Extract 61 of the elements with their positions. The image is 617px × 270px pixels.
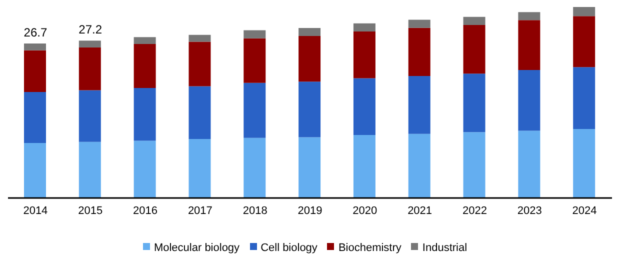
bar bbox=[188, 42, 211, 86]
bar bbox=[24, 142, 46, 198]
bar bbox=[134, 44, 156, 88]
bar bbox=[408, 28, 430, 76]
x-tick-label: 2017 bbox=[188, 204, 212, 217]
legend-label: Cell biology bbox=[260, 242, 318, 254]
x-tick-label: 2019 bbox=[298, 204, 322, 217]
bar bbox=[463, 16, 486, 25]
bar bbox=[24, 50, 46, 92]
x-tick-label: 2015 bbox=[78, 204, 103, 217]
bar bbox=[408, 76, 430, 134]
bar bbox=[188, 138, 211, 198]
bar bbox=[353, 23, 376, 32]
bar bbox=[353, 134, 376, 198]
bar bbox=[518, 20, 540, 70]
x-tick-label: 2024 bbox=[572, 204, 597, 217]
bar bbox=[573, 67, 596, 130]
legend-label: Biochemistry bbox=[338, 242, 402, 254]
bar bbox=[298, 28, 321, 36]
x-tick-label: 2016 bbox=[133, 204, 158, 217]
bar bbox=[78, 40, 101, 48]
bar bbox=[244, 30, 266, 38]
bar bbox=[518, 12, 540, 20]
legend-label: Industrial bbox=[422, 242, 468, 254]
bar bbox=[134, 140, 156, 198]
bar bbox=[244, 82, 266, 138]
bar bbox=[78, 90, 101, 142]
bar bbox=[188, 34, 211, 42]
bar bbox=[573, 129, 596, 198]
x-tick-label: 2018 bbox=[242, 204, 268, 217]
bar bbox=[134, 88, 156, 141]
x-tick-label: 2021 bbox=[408, 204, 432, 217]
bar bbox=[298, 36, 321, 82]
bar bbox=[298, 137, 321, 198]
bar bbox=[463, 74, 486, 132]
bar bbox=[518, 70, 540, 131]
bar bbox=[78, 47, 101, 90]
bar bbox=[573, 16, 596, 68]
x-tick-label: 2020 bbox=[352, 204, 378, 217]
bar bbox=[518, 130, 540, 198]
bar bbox=[298, 82, 321, 138]
bar bbox=[24, 92, 46, 143]
x-tick-label: 2022 bbox=[462, 204, 487, 217]
bar bbox=[188, 86, 211, 139]
bar bbox=[408, 20, 430, 28]
bar bbox=[573, 7, 596, 16]
bar bbox=[408, 134, 430, 198]
bar bbox=[244, 38, 266, 83]
bar bbox=[24, 43, 46, 50]
bar bbox=[353, 31, 376, 78]
annotation: 26.7 bbox=[24, 25, 48, 40]
bar bbox=[463, 132, 486, 198]
x-tick-label: 2023 bbox=[517, 204, 542, 217]
bar bbox=[244, 138, 266, 198]
bar bbox=[353, 78, 376, 135]
annotation: 27.2 bbox=[78, 22, 102, 37]
bar bbox=[134, 37, 156, 44]
legend-label: Molecular biology bbox=[154, 242, 240, 254]
bar bbox=[78, 142, 101, 198]
x-tick-label: 2014 bbox=[23, 204, 48, 217]
bar bbox=[463, 24, 486, 74]
